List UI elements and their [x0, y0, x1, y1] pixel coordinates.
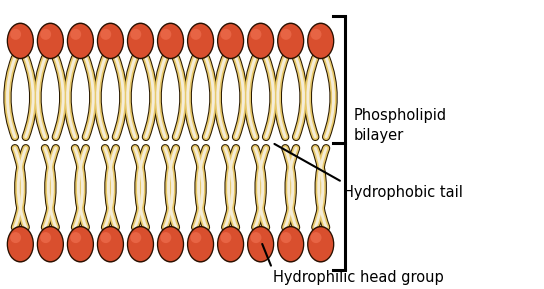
- Text: Hydrophilic head group: Hydrophilic head group: [273, 270, 444, 285]
- Ellipse shape: [188, 227, 213, 261]
- Ellipse shape: [190, 232, 201, 243]
- Ellipse shape: [127, 226, 154, 263]
- Ellipse shape: [158, 227, 183, 261]
- Ellipse shape: [279, 24, 303, 58]
- Ellipse shape: [277, 23, 304, 59]
- Ellipse shape: [97, 23, 124, 59]
- Ellipse shape: [67, 23, 94, 59]
- Ellipse shape: [40, 29, 51, 40]
- Ellipse shape: [8, 227, 33, 261]
- Ellipse shape: [217, 226, 244, 263]
- Ellipse shape: [128, 24, 153, 58]
- Ellipse shape: [67, 226, 94, 263]
- Ellipse shape: [218, 24, 243, 58]
- Ellipse shape: [37, 226, 64, 263]
- Ellipse shape: [307, 23, 335, 59]
- Ellipse shape: [10, 29, 21, 40]
- Ellipse shape: [247, 226, 274, 263]
- Ellipse shape: [187, 23, 214, 59]
- Ellipse shape: [307, 226, 335, 263]
- Ellipse shape: [7, 23, 34, 59]
- Text: Hydrophobic tail: Hydrophobic tail: [343, 185, 463, 200]
- Ellipse shape: [37, 23, 64, 59]
- Ellipse shape: [248, 227, 273, 261]
- Ellipse shape: [187, 226, 214, 263]
- Ellipse shape: [311, 29, 322, 40]
- Ellipse shape: [10, 232, 21, 243]
- Ellipse shape: [98, 24, 123, 58]
- Ellipse shape: [308, 24, 333, 58]
- Ellipse shape: [248, 24, 273, 58]
- Ellipse shape: [217, 23, 244, 59]
- Ellipse shape: [157, 23, 184, 59]
- Ellipse shape: [100, 29, 111, 40]
- Ellipse shape: [131, 29, 141, 40]
- Ellipse shape: [160, 232, 171, 243]
- Ellipse shape: [279, 227, 303, 261]
- Ellipse shape: [7, 226, 34, 263]
- Ellipse shape: [250, 29, 262, 40]
- Ellipse shape: [70, 232, 81, 243]
- Ellipse shape: [70, 29, 81, 40]
- Ellipse shape: [131, 232, 141, 243]
- Ellipse shape: [100, 232, 111, 243]
- Text: Phospholipid
bilayer: Phospholipid bilayer: [353, 108, 446, 143]
- Ellipse shape: [218, 227, 243, 261]
- Ellipse shape: [247, 23, 274, 59]
- Ellipse shape: [38, 24, 63, 58]
- Ellipse shape: [68, 227, 92, 261]
- Ellipse shape: [38, 227, 63, 261]
- Ellipse shape: [220, 29, 231, 40]
- Ellipse shape: [97, 226, 124, 263]
- Ellipse shape: [160, 29, 171, 40]
- Ellipse shape: [281, 29, 292, 40]
- Ellipse shape: [8, 24, 33, 58]
- Ellipse shape: [157, 226, 184, 263]
- Ellipse shape: [40, 232, 51, 243]
- Ellipse shape: [250, 232, 262, 243]
- Ellipse shape: [68, 24, 92, 58]
- Ellipse shape: [277, 226, 304, 263]
- Ellipse shape: [188, 24, 213, 58]
- Ellipse shape: [190, 29, 201, 40]
- Ellipse shape: [98, 227, 123, 261]
- Ellipse shape: [128, 227, 153, 261]
- Ellipse shape: [127, 23, 154, 59]
- Ellipse shape: [220, 232, 231, 243]
- Ellipse shape: [158, 24, 183, 58]
- Ellipse shape: [311, 232, 322, 243]
- Ellipse shape: [308, 227, 333, 261]
- Ellipse shape: [281, 232, 292, 243]
